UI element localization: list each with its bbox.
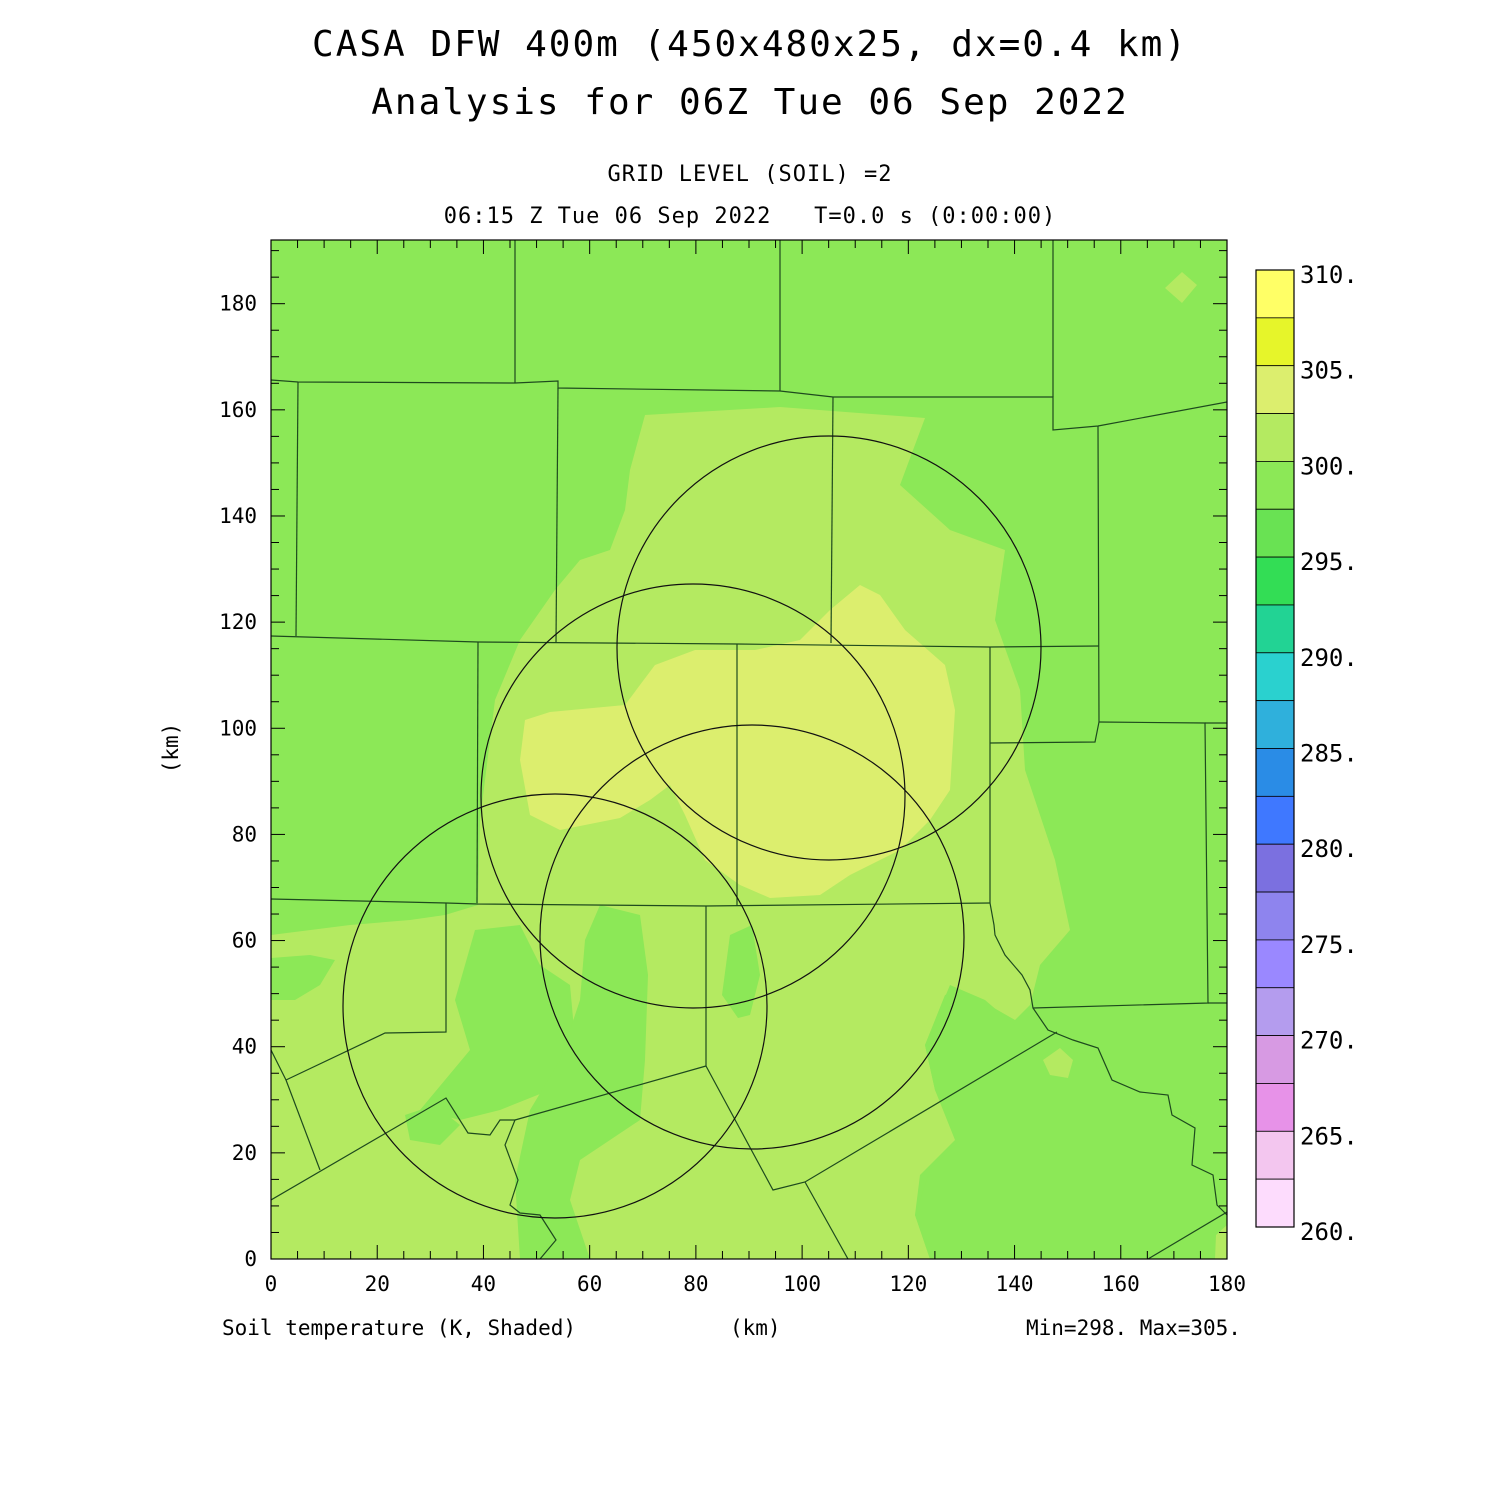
y-tick-label: 140 xyxy=(219,504,257,528)
colorbar: 310. 305. 300. 295. 290. 285. 280. 275. 270. 265.… xyxy=(1255,261,1358,1246)
y-tick-label: 80 xyxy=(232,822,257,846)
boundary-line xyxy=(476,641,479,904)
y-tick-label: 20 xyxy=(232,1141,257,1165)
county-boundaries xyxy=(271,240,1227,1259)
colorbar-swatch xyxy=(1255,413,1295,462)
colorbar-label: 290. xyxy=(1300,644,1358,672)
y-tick-label: 40 xyxy=(232,1035,257,1059)
colorbar-swatch xyxy=(1255,843,1295,893)
radar-ring xyxy=(616,435,1042,861)
field-warm-blob-east xyxy=(1043,1048,1073,1078)
colorbar-swatch xyxy=(1255,317,1295,367)
radar-ring xyxy=(539,724,965,1150)
colorbar-label: 270. xyxy=(1300,1027,1358,1055)
colorbar-swatch xyxy=(1255,1035,1295,1084)
temperature-field xyxy=(271,240,1227,1259)
colorbar-swatch xyxy=(1255,795,1295,845)
y-axis-label: (km) xyxy=(159,723,183,774)
colorbar-label: 275. xyxy=(1300,931,1358,959)
colorbar-swatch xyxy=(1255,1083,1295,1132)
colorbar-swatch xyxy=(1255,891,1295,941)
boundary-line xyxy=(285,1079,321,1171)
x-tick-label: 80 xyxy=(683,1272,708,1296)
colorbar-label: 295. xyxy=(1300,548,1358,576)
boundary-line xyxy=(830,396,834,644)
colorbar-label: 260. xyxy=(1300,1218,1358,1246)
y-tick-label: 160 xyxy=(219,398,257,422)
y-tick-label: 120 xyxy=(219,610,257,634)
colorbar-swatch xyxy=(1255,748,1295,797)
boundary-line xyxy=(555,387,559,644)
colorbar-swatch xyxy=(1255,508,1295,558)
boundary-line xyxy=(271,903,447,1081)
x-tick-label: 120 xyxy=(889,1272,927,1296)
x-tick-label: 160 xyxy=(1102,1272,1140,1296)
boundary-line xyxy=(804,1181,849,1259)
colorbar-swatch xyxy=(1255,556,1295,606)
boundary-line xyxy=(271,1097,557,1259)
x-tick-label: 20 xyxy=(365,1272,390,1296)
radar-ring xyxy=(342,793,768,1219)
y-tick-label: 60 xyxy=(232,929,257,953)
map-subtitle-time: 06:15 Z Tue 06 Sep 2022 T=0.0 s (0:00:00… xyxy=(443,204,1057,229)
y-tick-label: 0 xyxy=(244,1247,257,1271)
field-cool-lobe-valley xyxy=(722,925,760,1018)
variable-label: Soil temperature (K, Shaded) xyxy=(222,1316,577,1340)
colorbar-swatch xyxy=(1255,987,1295,1036)
colorbar-label: 305. xyxy=(1300,357,1358,385)
x-tick-label: 180 xyxy=(1208,1272,1246,1296)
boundary-line xyxy=(1147,1211,1227,1259)
map-subtitle-level: GRID LEVEL (SOIL) =2 xyxy=(607,162,893,187)
min-max-label: Min=298. Max=305. xyxy=(1026,1316,1241,1340)
axis-ticks xyxy=(270,240,1228,1260)
x-tick-label: 100 xyxy=(783,1272,821,1296)
x-axis-label: (km) xyxy=(730,1316,781,1340)
colorbar-swatch xyxy=(1255,269,1295,319)
colorbar-swatch xyxy=(1255,652,1295,702)
boundary-line xyxy=(295,381,299,637)
colorbar-swatch xyxy=(1255,1178,1295,1228)
map-title-line1: CASA DFW 400m (450x480x25, dx=0.4 km) xyxy=(312,24,1188,65)
y-tick-label: 100 xyxy=(219,716,257,740)
y-axis-tick-labels: 0 20 40 60 80 100 120 140 160 180 xyxy=(219,292,257,1271)
x-tick-label: 0 xyxy=(265,1272,278,1296)
colorbar-label: 310. xyxy=(1300,261,1358,289)
colorbar-label: 265. xyxy=(1300,1122,1358,1150)
boundary-line xyxy=(989,902,1227,1216)
field-cool-lobe-west xyxy=(420,925,575,1120)
boundary-line xyxy=(989,425,1100,744)
colorbar-swatch xyxy=(1255,604,1295,654)
colorbar-label: 285. xyxy=(1300,740,1358,768)
field-warm-blob-northeast xyxy=(1165,272,1197,303)
colorbar-swatch xyxy=(1255,460,1295,510)
boundary-line xyxy=(1032,721,1209,1009)
radar-rings xyxy=(342,435,1042,1219)
colorbar-swatch xyxy=(1255,1130,1295,1180)
x-tick-label: 140 xyxy=(996,1272,1034,1296)
radar-ring xyxy=(480,583,906,1009)
boundary-line xyxy=(705,1031,1058,1191)
x-tick-label: 40 xyxy=(471,1272,496,1296)
field-cool-lobe-southeast xyxy=(915,985,1227,1259)
boundary-line xyxy=(271,898,991,907)
colorbar-frame xyxy=(1255,269,1295,1228)
field-warm-blob-corner xyxy=(1215,1225,1227,1259)
colorbar-swatch xyxy=(1255,365,1295,414)
y-tick-label: 180 xyxy=(219,292,257,316)
colorbar-swatch xyxy=(1255,939,1295,989)
x-axis-tick-labels: 0 20 40 60 80 100 120 140 160 180 xyxy=(265,1272,1246,1296)
colorbar-label: 300. xyxy=(1300,452,1358,480)
x-tick-label: 60 xyxy=(577,1272,602,1296)
colorbar-label: 280. xyxy=(1300,835,1358,863)
map-title-line2: Analysis for 06Z Tue 06 Sep 2022 xyxy=(371,82,1129,123)
colorbar-swatch xyxy=(1255,700,1295,749)
field-cool-pocket xyxy=(405,1105,460,1145)
